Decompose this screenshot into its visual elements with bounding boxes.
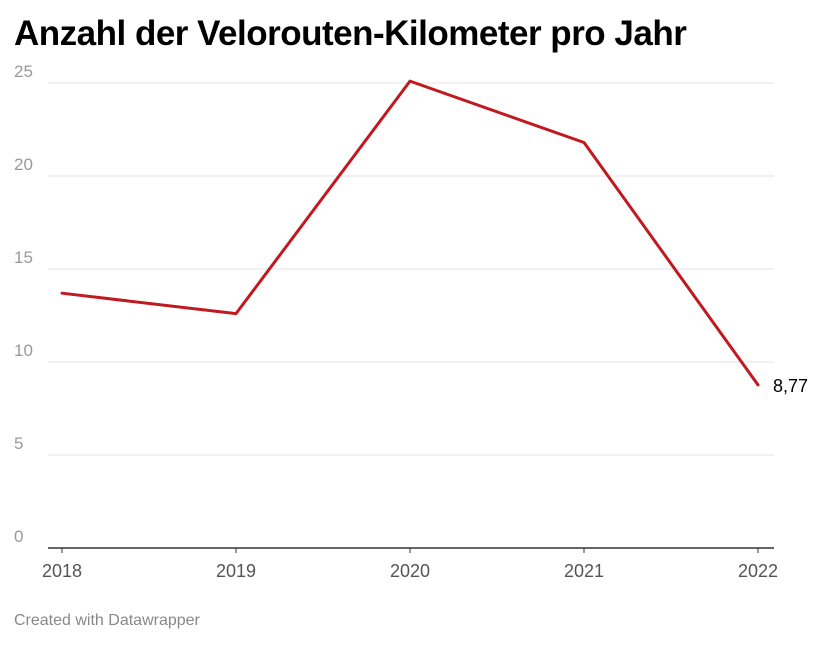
y-tick-label-20: 20 xyxy=(14,155,33,174)
x-tick-label-2020: 2020 xyxy=(390,561,430,581)
y-tick-label-5: 5 xyxy=(14,434,23,453)
y-tick-label-25: 25 xyxy=(14,62,33,81)
chart-title: Anzahl der Velorouten-Kilometer pro Jahr xyxy=(14,14,687,53)
end-value-label: 8,77 xyxy=(773,376,808,396)
footer-credit: Created with Datawrapper xyxy=(14,612,200,629)
series-line-0 xyxy=(60,79,760,387)
y-tick-label-15: 15 xyxy=(14,248,33,267)
x-tick-label-2021: 2021 xyxy=(564,561,604,581)
x-tick-label-2022: 2022 xyxy=(738,561,778,581)
y-tick-label-10: 10 xyxy=(14,341,33,360)
y-tick-label-0: 0 xyxy=(14,527,23,546)
x-tick-label-2018: 2018 xyxy=(42,561,82,581)
x-tick-label-2019: 2019 xyxy=(216,561,256,581)
